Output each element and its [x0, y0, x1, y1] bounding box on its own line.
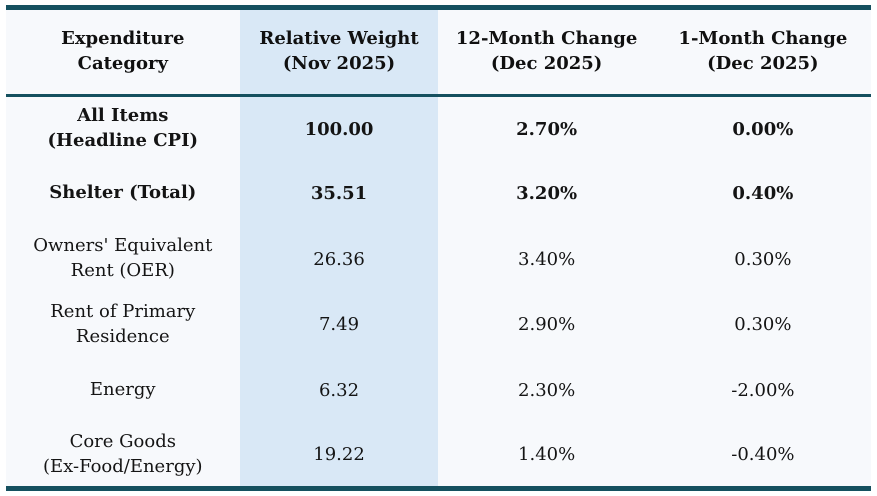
- cell-12-month-change: 2.90%: [518, 314, 576, 336]
- cell-category: Owners' Equivalent Rent (OER): [6, 227, 240, 293]
- cell-1-month-change: 0.40%: [732, 183, 794, 205]
- category-line: Rent of Primary: [50, 300, 196, 322]
- cell-category: All Items (Headline CPI): [6, 96, 240, 162]
- cell-1-month-change: 0.30%: [734, 248, 792, 270]
- column-header-relative-weight: Relative Weight (Nov 2025): [239, 7, 439, 97]
- cell-relative-weight: 35.51: [239, 161, 439, 227]
- category-line: Residence: [75, 325, 170, 347]
- category-line: Owners' Equivalent: [33, 235, 213, 257]
- cell-relative-weight: 26.36: [239, 226, 439, 292]
- table-row-energy: Energy 6.32 2.30% -2.00%: [6, 357, 871, 424]
- category-line: Core Goods: [69, 430, 176, 452]
- cell-1-month-change: 0.00%: [732, 118, 794, 140]
- cell-category: Shelter (Total): [6, 161, 240, 227]
- category-line: Shelter (Total): [49, 182, 197, 204]
- table-body: All Items (Headline CPI) 100.00 2.70% 0.…: [6, 95, 871, 489]
- category-line: (Headline CPI): [47, 130, 199, 151]
- cell-1-month-change: -0.40%: [731, 444, 795, 465]
- cell-category: Energy: [6, 358, 240, 424]
- cell-relative-weight: 6.32: [239, 357, 439, 423]
- cell-relative-weight: 7.49: [239, 292, 439, 358]
- header-line: Expenditure: [61, 28, 185, 50]
- cell-1-month-change: -2.00%: [731, 379, 795, 401]
- cell-category: Core Goods (Ex-Food/Energy): [6, 423, 240, 489]
- table-row-core-goods: Core Goods (Ex-Food/Energy) 19.22 1.40% …: [6, 423, 871, 489]
- header-row: Expenditure Category Relative Weight (No…: [6, 7, 871, 97]
- header-line: (Dec 2025): [707, 53, 819, 74]
- cell-12-month-change: 2.70%: [516, 118, 578, 140]
- cell-12-month-change: 3.40%: [518, 248, 576, 270]
- cell-12-month-change: 2.30%: [518, 379, 576, 401]
- header-line: 12-Month Change: [455, 28, 638, 50]
- cell-1-month-change: 0.30%: [734, 314, 792, 336]
- table-header: Expenditure Category Relative Weight (No…: [6, 7, 871, 97]
- cell-category: Rent of Primary Residence: [6, 292, 240, 358]
- header-line: 1-Month Change: [678, 28, 848, 50]
- column-header-1-month-change: 1-Month Change (Dec 2025): [654, 7, 871, 97]
- header-line: (Nov 2025): [282, 53, 396, 74]
- table-row-shelter: Shelter (Total) 35.51 3.20% 0.40%: [6, 161, 871, 227]
- cell-12-month-change: 1.40%: [518, 444, 576, 465]
- table-row-rent-primary-residence: Rent of Primary Residence 7.49 2.90% 0.3…: [6, 292, 871, 358]
- table-row-all-items: All Items (Headline CPI) 100.00 2.70% 0.…: [6, 95, 871, 162]
- cell-relative-weight: 100.00: [239, 95, 439, 161]
- cpi-breakdown-table: Expenditure Category Relative Weight (No…: [6, 5, 871, 491]
- category-line: Rent (OER): [70, 260, 175, 282]
- category-line: All Items: [77, 105, 169, 127]
- table-row-oer: Owners' Equivalent Rent (OER) 26.36 3.40…: [6, 226, 871, 293]
- cell-12-month-change: 3.20%: [516, 183, 578, 205]
- category-line: Energy: [89, 378, 156, 400]
- category-line: (Ex-Food/Energy): [42, 455, 203, 477]
- cell-relative-weight: 19.22: [239, 423, 439, 489]
- column-header-12-month-change: 12-Month Change (Dec 2025): [438, 7, 655, 97]
- header-line: Category: [77, 53, 168, 74]
- header-line: Relative Weight: [259, 28, 419, 50]
- header-line: (Dec 2025): [490, 53, 603, 74]
- column-header-expenditure-category: Expenditure Category: [6, 7, 240, 97]
